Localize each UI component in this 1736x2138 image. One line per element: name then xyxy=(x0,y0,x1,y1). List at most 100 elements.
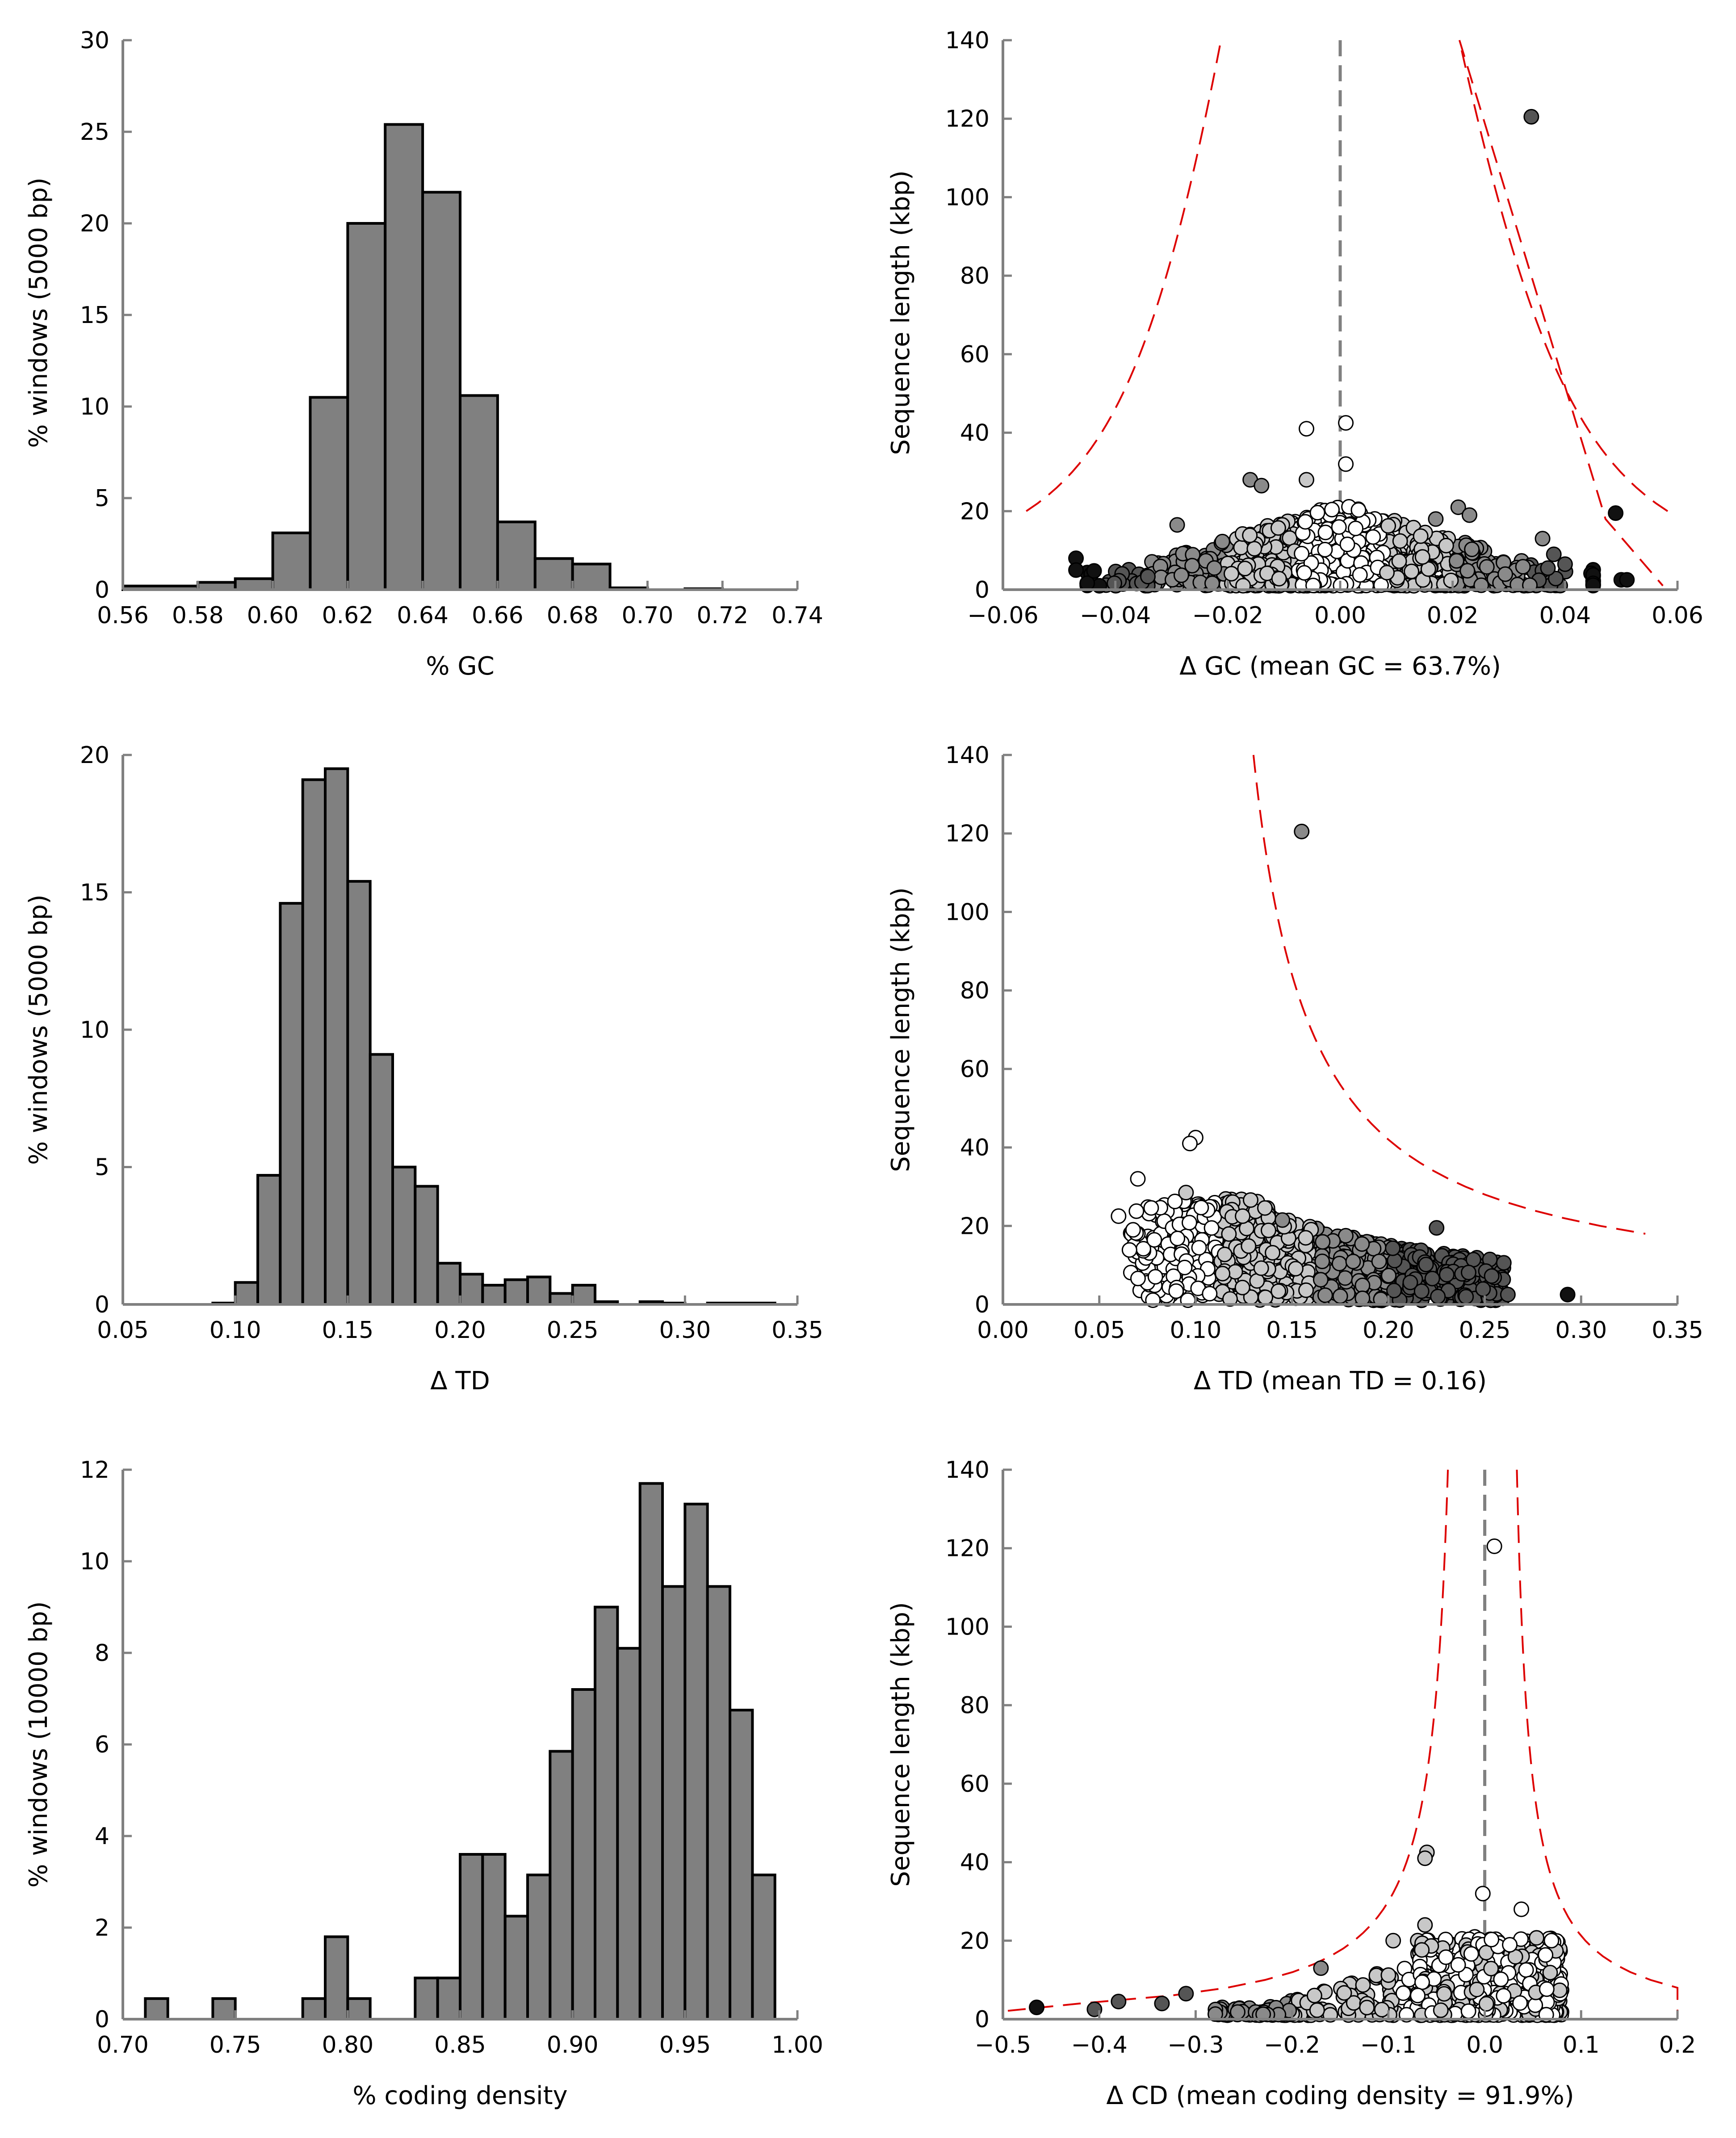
scatter-td-point xyxy=(1143,1200,1159,1216)
hist-cd-x-tick-label: 0.90 xyxy=(547,2032,599,2058)
scatter-td-point xyxy=(1298,1282,1314,1298)
scatter-gc-outlier-point xyxy=(1546,546,1562,562)
hist-td-bar xyxy=(414,1185,439,1306)
hist-td-bar xyxy=(459,1273,484,1306)
scatter-td-point xyxy=(1147,1269,1163,1285)
hist-gc-bar xyxy=(309,396,349,591)
scatter-gc-point xyxy=(1317,524,1333,541)
hist-gc-bar xyxy=(384,123,424,591)
scatter-td-outlier-point xyxy=(1111,1208,1127,1224)
scatter-cd-y-tick-label: 100 xyxy=(945,1614,990,1640)
scatter-td-point xyxy=(1202,1286,1218,1302)
scatter-td-point xyxy=(1381,1267,1397,1283)
scatter-cd-outlier-point xyxy=(1385,1933,1401,1949)
scatter-gc-point xyxy=(1459,563,1476,579)
hist-cd-y-tick-label: 12 xyxy=(80,1457,109,1484)
scatter-cd-point xyxy=(1484,1932,1500,1948)
scatter-cd-point xyxy=(1493,1971,1509,1987)
scatter-gc-y-tick-label: 80 xyxy=(960,263,990,289)
scatter-td-x-tick-label: 0.20 xyxy=(1363,1317,1414,1344)
hist-td-bar xyxy=(346,880,372,1306)
scatter-td-point xyxy=(1458,1289,1474,1305)
scatter-cd-point xyxy=(1529,1930,1545,1946)
hist-td-x-tick-label: 0.20 xyxy=(434,1317,486,1344)
scatter-gc-point xyxy=(1548,570,1564,587)
scatter-cd-outlier-point xyxy=(1029,2000,1044,2016)
td-histogram: Δ TD % windows (5000 bp) 0.05 0.10 0.15 0.2… xyxy=(24,742,823,1396)
scatter-td-point xyxy=(1215,1266,1231,1282)
scatter-gc-y-tick-label: 140 xyxy=(945,27,990,54)
scatter-cd-x-tick-label: 0.0 xyxy=(1466,2032,1503,2058)
scatter-td-point xyxy=(1345,1253,1361,1270)
scatter-gc-point xyxy=(1204,575,1220,591)
scatter-gc-y-tick-label: 120 xyxy=(945,106,990,133)
scatter-cd-point xyxy=(1450,1957,1466,1973)
scatter-cd-y-tick-label: 20 xyxy=(960,1928,990,1954)
scatter-td-point xyxy=(1125,1222,1141,1238)
scatter-td-point xyxy=(1170,1230,1186,1246)
hist-gc-x-tick-label: 0.56 xyxy=(97,602,149,629)
scatter-td-x-tick-label: 0.35 xyxy=(1652,1317,1703,1344)
hist-gc-y-tick-label: 20 xyxy=(80,210,109,237)
scatter-td-point xyxy=(1317,1287,1333,1303)
hist-gc-x-tick-label: 0.60 xyxy=(247,602,299,629)
scatter-gc-point xyxy=(1270,520,1286,536)
scatter-gc-point xyxy=(1282,530,1298,546)
hist-gc-y-tick-label: 0 xyxy=(95,577,109,604)
scatter-td-point xyxy=(1287,1261,1304,1277)
hist-gc-bar xyxy=(421,191,461,591)
hist-cd-bar xyxy=(301,1997,327,2021)
scatter-td-point xyxy=(1241,1238,1257,1254)
hist-gc-x-tick-label: 0.64 xyxy=(397,602,449,629)
scatter-td-point xyxy=(1298,1230,1314,1246)
scatter-gc-point xyxy=(1448,553,1464,569)
hist-cd-bar xyxy=(526,1874,552,2021)
scatter-gc-point xyxy=(1206,560,1222,576)
scatter-cd-point xyxy=(1306,1987,1322,2004)
scatter-gc-point xyxy=(1309,505,1325,521)
scatter-cd-point xyxy=(1359,2000,1375,2016)
scatter-cd-point xyxy=(1374,2002,1390,2018)
hist-cd-bar xyxy=(144,1997,169,2021)
scatter-gc-outlier-point xyxy=(1299,472,1314,488)
hist-gc-y-tick-label: 30 xyxy=(80,27,109,54)
scatter-td-point xyxy=(1332,1288,1348,1304)
scatter-gc-point xyxy=(1140,569,1156,585)
hist-td-bar xyxy=(301,778,327,1306)
scatter-td-outlier-point xyxy=(1178,1185,1194,1201)
scatter-cd-x-tick-label: −0.3 xyxy=(1167,2032,1224,2058)
scatter-td-point xyxy=(1191,1240,1207,1256)
scatter-cd-outlier-point xyxy=(1111,1993,1127,2009)
scatter-td-point xyxy=(1128,1203,1145,1219)
scatter-cd-y-tick-label: 140 xyxy=(945,1457,990,1484)
scatter-gc-outlier-point xyxy=(1619,572,1635,588)
scatter-cd-y-tick-label: 120 xyxy=(945,1535,990,1562)
hist-cd-bar xyxy=(503,1915,529,2021)
scatter-cd-point xyxy=(1502,1937,1518,1953)
scatter-td-point xyxy=(1312,1272,1329,1288)
gc-scatter: Δ GC (mean GC = 63.7%) Sequence length (… xyxy=(886,27,1703,681)
scatter-cd-plot-area xyxy=(1002,1469,1678,2023)
scatter-td-y-tick-label: 60 xyxy=(960,1056,990,1083)
scatter-cd-y-tick-label: 60 xyxy=(960,1771,990,1798)
hist-gc-y-tick-label: 5 xyxy=(95,485,109,512)
scatter-td-point xyxy=(1177,1259,1193,1275)
scatter-td-outlier-point xyxy=(1294,823,1310,839)
hist-cd-x-tick-label: 1.00 xyxy=(772,2032,823,2058)
scatter-cd-point xyxy=(1538,1947,1554,1963)
scatter-gc-y-tick-label: 40 xyxy=(960,420,990,447)
cd-hist-ylabel: % windows (10000 bp) xyxy=(24,1601,53,1887)
cd-histogram: % coding density % windows (10000 bp) 0.… xyxy=(24,1457,823,2110)
scatter-td-point xyxy=(1460,1265,1476,1281)
scatter-gc-outlier-point xyxy=(1608,505,1624,521)
scatter-gc-outlier-point xyxy=(1169,517,1185,533)
hist-cd-bar xyxy=(414,1976,439,2021)
scatter-td-x-tick-label: 0.00 xyxy=(977,1317,1029,1344)
hist-td-bar xyxy=(234,1281,260,1306)
scatter-td-x-tick-label: 0.30 xyxy=(1555,1317,1607,1344)
scatter-td-y-tick-label: 40 xyxy=(960,1135,990,1161)
scatter-td-point xyxy=(1258,1289,1274,1305)
scatter-gc-point xyxy=(1365,529,1381,545)
gc-hist-ylabel: % windows (5000 bp) xyxy=(24,177,53,448)
hist-td-plot-area xyxy=(211,767,776,1306)
